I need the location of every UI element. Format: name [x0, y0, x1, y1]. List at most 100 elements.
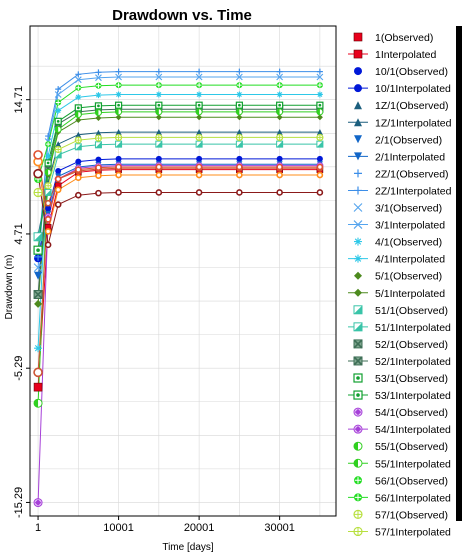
legend-entry[interactable]: 2/1Interpolated — [348, 151, 445, 163]
data-point — [55, 86, 62, 93]
legend-entry[interactable]: 57/1Interpolated — [348, 526, 451, 538]
data-point — [54, 91, 62, 98]
legend-entry[interactable]: 52/1(Observed) — [353, 339, 448, 351]
legend-entry[interactable]: 1(Observed) — [353, 32, 433, 44]
legend-entry[interactable]: 2Z/1Interpolated — [348, 185, 452, 197]
legend-entry[interactable]: 4/1(Observed) — [354, 237, 442, 249]
data-point-dot — [157, 103, 161, 107]
data-point — [75, 116, 82, 123]
data-point — [33, 263, 43, 273]
legend-entry[interactable]: 52/1Interpolated — [348, 356, 451, 368]
data-point — [75, 94, 82, 101]
legend-entry[interactable]: 56/1Interpolated — [348, 492, 451, 504]
x-axis-label: Time [days] — [162, 542, 214, 553]
legend-entry[interactable]: 10/1(Observed) — [354, 66, 448, 78]
data-point-half — [236, 108, 240, 115]
data-point — [55, 167, 62, 174]
legend-entry[interactable]: 53/1(Observed) — [353, 373, 448, 385]
data-point — [316, 91, 323, 98]
data-point-fill — [155, 141, 162, 148]
data-point — [354, 237, 362, 246]
legend-entry[interactable]: 51/1Interpolated — [348, 322, 451, 334]
data-point — [75, 158, 82, 165]
data-point — [33, 168, 43, 179]
legend-label: 55/1Interpolated — [375, 458, 451, 470]
legend-label: 10/1Interpolated — [375, 83, 451, 95]
data-point — [55, 141, 62, 148]
data-point-fill — [95, 141, 102, 148]
data-point — [236, 91, 243, 98]
data-point-half — [95, 109, 99, 116]
data-point — [34, 344, 43, 353]
legend-entry[interactable]: 2/1(Observed) — [354, 134, 442, 146]
data-point-dot — [278, 103, 281, 107]
data-point — [115, 114, 122, 121]
data-point-cross — [155, 134, 162, 141]
legend-entry[interactable]: 57/1(Observed) — [353, 509, 448, 521]
data-point-cross — [33, 289, 43, 300]
data-point — [44, 216, 52, 223]
legend-entry[interactable]: 1Interpolated — [348, 49, 436, 61]
legend-label: 54/1(Observed) — [375, 407, 448, 419]
data-point-dot — [356, 376, 360, 380]
legend-entry[interactable]: 4/1Interpolated — [348, 254, 445, 266]
legend-entry[interactable]: 5/1(Observed) — [354, 271, 442, 283]
data-point — [354, 271, 362, 280]
legend-entry[interactable]: 54/1(Observed) — [353, 407, 448, 419]
legend-label: 57/1Interpolated — [375, 526, 451, 538]
legend-entry[interactable]: 53/1Interpolated — [348, 390, 451, 402]
data-point-diamond — [354, 425, 362, 433]
legend-label: 1Z/1(Observed) — [375, 100, 449, 112]
data-point-plus — [354, 477, 362, 484]
data-point — [95, 92, 102, 99]
legend-label: 56/1(Observed) — [375, 475, 448, 487]
x-tick-label: 30001 — [264, 522, 295, 534]
legend-entry[interactable]: 10/1Interpolated — [348, 83, 451, 95]
x-tick-label: 1 — [35, 522, 41, 534]
data-point — [354, 101, 362, 110]
data-point — [316, 68, 323, 75]
legend-scrollbar[interactable] — [456, 26, 462, 521]
legend-entry[interactable]: 2Z/1(Observed) — [354, 168, 449, 180]
legend-entry[interactable]: 3/1Interpolated — [348, 220, 445, 232]
legend-label: 4/1Interpolated — [375, 254, 445, 266]
data-point — [115, 189, 122, 196]
data-point-dot — [238, 103, 241, 107]
data-point — [75, 191, 82, 199]
legend-entry[interactable]: 3/1(Observed) — [353, 203, 442, 215]
data-point-dot — [46, 161, 50, 165]
legend-entry[interactable]: 5/1Interpolated — [348, 288, 445, 300]
data-point-half — [115, 108, 119, 115]
data-point — [236, 129, 243, 136]
data-point — [115, 73, 122, 81]
data-point — [95, 114, 102, 121]
data-point — [276, 68, 283, 75]
y-tick-label: 14.71 — [13, 86, 25, 114]
y-axis-label: Drawdown (m) — [4, 254, 15, 319]
data-point-dot — [117, 103, 120, 107]
data-point-cross — [55, 146, 62, 153]
data-point — [354, 118, 362, 127]
data-point — [236, 171, 243, 179]
data-point — [155, 114, 162, 121]
legend-entry[interactable]: 54/1Interpolated — [348, 424, 451, 436]
series-line — [37, 163, 320, 276]
data-point-half — [155, 108, 159, 115]
legend-entry[interactable]: 56/1(Observed) — [354, 475, 448, 487]
data-point — [155, 129, 162, 136]
data-point-plus — [96, 83, 101, 89]
data-point — [196, 155, 203, 162]
legend-entry[interactable]: 1Z/1Interpolated — [348, 117, 452, 129]
legend-label: 51/1(Observed) — [375, 305, 448, 317]
legend-entry[interactable]: 51/1(Observed) — [353, 305, 448, 317]
data-point — [44, 228, 52, 235]
legend-entry[interactable]: 55/1(Observed) — [353, 441, 448, 453]
data-point-half — [354, 442, 358, 451]
legend-label: 10/1(Observed) — [375, 66, 448, 78]
legend-entry[interactable]: 1Z/1(Observed) — [354, 100, 449, 112]
legend-entry[interactable]: 55/1Interpolated — [348, 458, 451, 470]
data-point — [155, 91, 162, 98]
data-point — [236, 114, 243, 121]
data-point-plus — [116, 82, 121, 88]
legend-label: 1Z/1Interpolated — [375, 117, 452, 129]
